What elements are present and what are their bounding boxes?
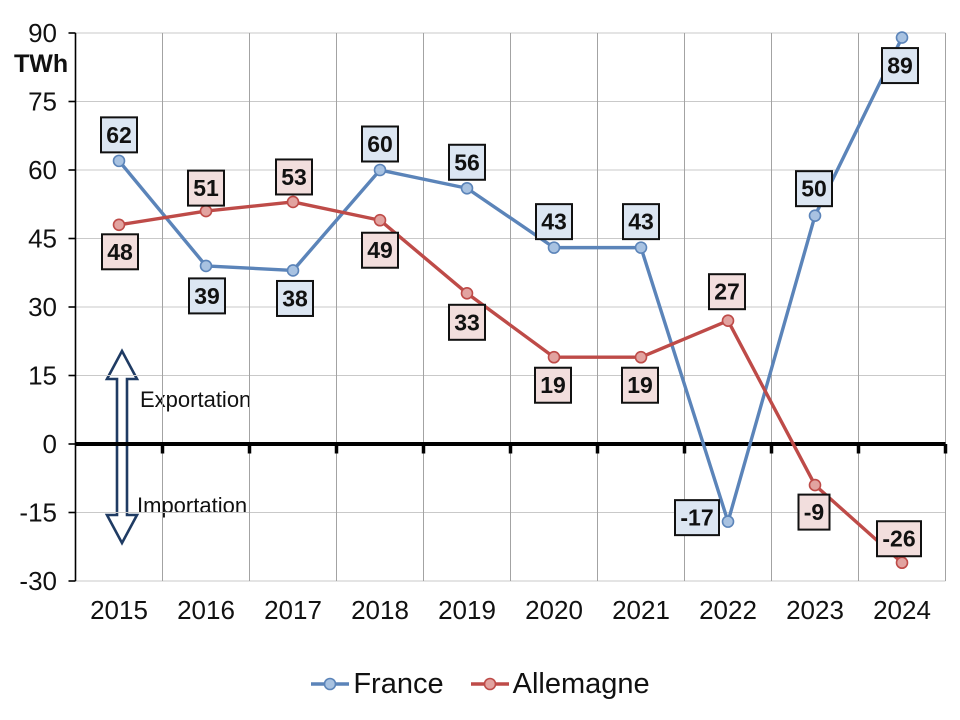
svg-text:2021: 2021 xyxy=(612,595,670,625)
france-series-swatch-icon xyxy=(311,677,350,691)
svg-text:-26: -26 xyxy=(882,526,915,552)
svg-text:2022: 2022 xyxy=(699,595,757,625)
svg-text:-9: -9 xyxy=(804,499,824,525)
svg-text:-15: -15 xyxy=(19,498,57,528)
svg-text:53: 53 xyxy=(281,164,307,190)
svg-text:-30: -30 xyxy=(19,566,57,596)
svg-text:43: 43 xyxy=(628,209,654,235)
svg-text:19: 19 xyxy=(627,372,653,398)
svg-text:30: 30 xyxy=(28,292,57,322)
svg-text:19: 19 xyxy=(540,372,566,398)
export-import-double-arrow-icon xyxy=(104,348,140,546)
svg-text:50: 50 xyxy=(801,176,827,202)
svg-text:-17: -17 xyxy=(680,505,713,531)
allemagne-series-swatch-icon xyxy=(470,677,509,691)
svg-text:60: 60 xyxy=(367,131,393,157)
svg-text:33: 33 xyxy=(454,309,480,335)
svg-text:0: 0 xyxy=(43,429,57,459)
legend-label-allemagne: Allemagne xyxy=(512,667,650,700)
exportation-label: Exportation xyxy=(140,387,251,412)
svg-text:2017: 2017 xyxy=(264,595,322,625)
y-axis-unit-label: TWh xyxy=(14,50,68,78)
svg-text:60: 60 xyxy=(28,155,57,185)
importation-label: Importation xyxy=(137,493,247,518)
svg-text:89: 89 xyxy=(887,53,913,79)
svg-text:45: 45 xyxy=(28,224,57,254)
legend-item-allemagne[interactable]: Allemagne xyxy=(470,668,650,701)
export-import-line-chart: TWh Exportation Importation 62 39 38 60 56 43… xyxy=(14,18,948,625)
svg-text:2015: 2015 xyxy=(90,595,148,625)
chart-plot-area: 62 39 38 60 56 43 43 -17 50 89 48 51 53 49 33 19 19 27 -9 -… xyxy=(19,18,948,625)
svg-text:2016: 2016 xyxy=(177,595,235,625)
svg-text:2019: 2019 xyxy=(438,595,496,625)
svg-text:49: 49 xyxy=(367,237,393,263)
svg-text:90: 90 xyxy=(28,18,57,48)
svg-text:38: 38 xyxy=(282,285,308,311)
svg-text:75: 75 xyxy=(28,87,57,117)
svg-text:27: 27 xyxy=(714,279,740,305)
svg-text:56: 56 xyxy=(454,149,480,175)
chart-legend: France Allemagne xyxy=(0,652,960,716)
legend-item-france[interactable]: France xyxy=(310,667,444,701)
svg-text:2020: 2020 xyxy=(525,595,583,625)
svg-text:43: 43 xyxy=(541,209,567,235)
svg-text:51: 51 xyxy=(193,175,219,201)
svg-text:62: 62 xyxy=(106,122,132,148)
svg-text:39: 39 xyxy=(194,283,220,309)
svg-text:15: 15 xyxy=(28,361,57,391)
svg-text:2023: 2023 xyxy=(786,595,844,625)
svg-text:2024: 2024 xyxy=(873,595,931,625)
legend-label-france: France xyxy=(353,667,444,700)
chart-annotations: TWh Exportation Importation xyxy=(14,50,251,546)
svg-text:2018: 2018 xyxy=(351,595,409,625)
svg-text:48: 48 xyxy=(107,239,133,265)
